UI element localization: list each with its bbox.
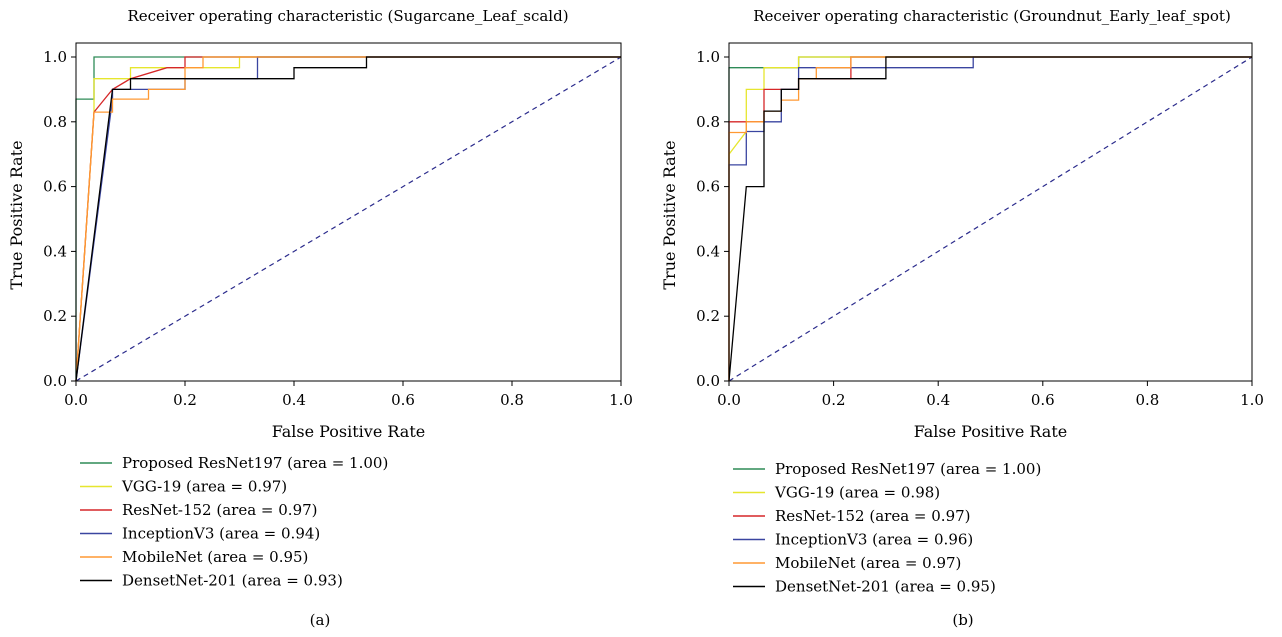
series-line-5 [75, 56, 621, 382]
series-line-5 [728, 56, 1252, 382]
series-line-3 [728, 56, 1252, 381]
x-tick-label: 0.2 [173, 391, 197, 409]
legend-entry: ResNet-152 (area = 0.97) [775, 507, 971, 525]
x-tick-label: 0.8 [500, 391, 524, 409]
panel-label: (a) [310, 611, 331, 629]
y-axis-label: True Positive Rate [7, 140, 26, 289]
y-axis-label: True Positive Rate [660, 140, 679, 289]
y-tick-label: 0.0 [43, 372, 67, 390]
x-tick-label: 0.6 [1031, 391, 1055, 409]
legend-entry: InceptionV3 (area = 0.96) [775, 531, 973, 549]
y-tick-label: 0.8 [43, 113, 67, 131]
y-tick-label: 0.4 [696, 242, 720, 260]
chart-panel-a: Receiver operating characteristic (Sugar… [7, 7, 633, 629]
y-tick-label: 1.0 [696, 48, 720, 66]
x-axis-label: False Positive Rate [272, 422, 426, 441]
y-tick-label: 0.2 [43, 307, 67, 325]
legend-entry: InceptionV3 (area = 0.94) [122, 525, 320, 543]
chart-panel-b: Receiver operating characteristic (Groun… [660, 7, 1264, 629]
x-tick-label: 0.8 [1135, 391, 1159, 409]
legend: Proposed ResNet197 (area = 1.00) VGG-19 (… [80, 454, 388, 590]
y-tick-label: 0.6 [696, 178, 720, 196]
plot-frame [728, 42, 1253, 382]
chart-title: Receiver operating characteristic (Groun… [753, 7, 1231, 25]
legend-entry: MobileNet (area = 0.97) [775, 554, 961, 572]
series-line-4 [728, 56, 1252, 381]
diagonal-reference-line [728, 56, 1253, 382]
x-tick-label: 0.0 [717, 391, 741, 409]
plot-frame [75, 42, 622, 382]
series-line-2 [75, 56, 621, 382]
legend-entry: DensetNet-201 (area = 0.93) [122, 572, 343, 590]
x-axis-label: False Positive Rate [914, 422, 1068, 441]
legend-entry: Proposed ResNet197 (area = 1.00) [775, 460, 1041, 478]
x-tick-label: 0.4 [926, 391, 950, 409]
series-line-1 [75, 56, 621, 382]
legend-entry: VGG-19 (area = 0.98) [774, 484, 940, 502]
legend-entry: DensetNet-201 (area = 0.95) [775, 578, 996, 596]
y-tick-label: 0.6 [43, 178, 67, 196]
legend-entry: ResNet-152 (area = 0.97) [122, 501, 318, 519]
x-tick-label: 0.4 [282, 391, 306, 409]
y-tick-label: 0.8 [696, 113, 720, 131]
diagonal-reference-line [75, 56, 622, 382]
chart-title: Receiver operating characteristic (Sugar… [127, 7, 568, 25]
y-tick-label: 1.0 [43, 48, 67, 66]
x-tick-label: 0.6 [391, 391, 415, 409]
x-tick-label: 1.0 [609, 391, 633, 409]
panel-label: (b) [952, 611, 973, 629]
legend: Proposed ResNet197 (area = 1.00) VGG-19 (… [733, 460, 1041, 596]
y-tick-label: 0.0 [696, 372, 720, 390]
y-tick-label: 0.2 [696, 307, 720, 325]
legend-entry: Proposed ResNet197 (area = 1.00) [122, 454, 388, 472]
y-tick-label: 0.4 [43, 242, 67, 260]
x-tick-label: 0.2 [822, 391, 846, 409]
legend-entry: VGG-19 (area = 0.97) [121, 478, 287, 496]
x-tick-label: 1.0 [1240, 391, 1264, 409]
legend-entry: MobileNet (area = 0.95) [122, 548, 308, 566]
series-line-4 [75, 56, 621, 382]
x-tick-label: 0.0 [64, 391, 88, 409]
